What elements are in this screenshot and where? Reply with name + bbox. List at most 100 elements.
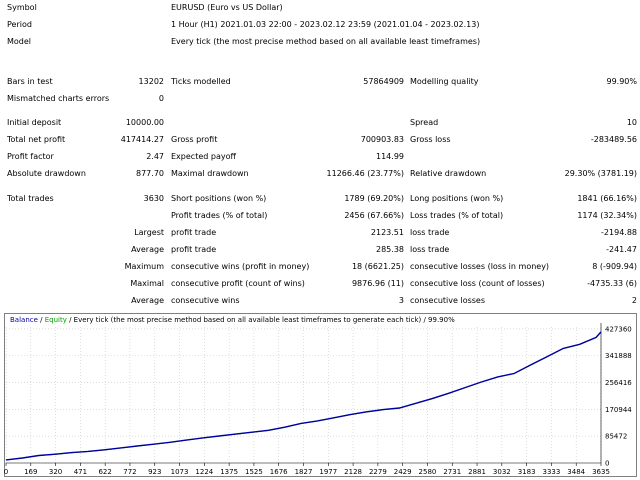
maxdd-label: Maximal drawdown (171, 169, 249, 178)
maximum-label: Maximum (124, 262, 164, 271)
netprofit-value: 417414.27 (120, 135, 164, 144)
avg-cl-label: consecutive losses (410, 296, 486, 305)
max-cw-label: consecutive wins (profit in money) (171, 262, 310, 271)
symbol-label: Symbol (7, 3, 37, 12)
mx-cp-label: consecutive profit (count of wins) (171, 279, 305, 288)
x-tick-label: 3484 (567, 468, 585, 476)
trades-label: Total trades (7, 194, 54, 203)
largest-label: Largest (134, 228, 164, 237)
payoff-value: 114.99 (376, 152, 404, 161)
ticks-label: Ticks modelled (171, 77, 231, 86)
x-tick-label: 3333 (543, 468, 561, 476)
model-value: Every tick (the most precise method base… (171, 37, 481, 46)
grossprofit-value: 700903.83 (360, 135, 404, 144)
largest-lt-value: -2194.88 (601, 228, 637, 237)
y-tick-label: 341888 (605, 352, 632, 360)
maxdd-value: 11266.46 (23.77%) (326, 169, 404, 178)
avg-cw-label: consecutive wins (171, 296, 240, 305)
bars-label: Bars in test (7, 77, 53, 86)
average-lt-value: -241.47 (606, 245, 637, 254)
short-value: 1789 (69.20%) (344, 194, 404, 203)
y-tick-label: 85472 (605, 433, 627, 441)
series-line-balance (5, 331, 602, 461)
grossloss-label: Gross loss (410, 135, 451, 144)
x-tick-label: 471 (74, 468, 87, 476)
average-label: Average (131, 245, 164, 254)
bars-value: 13202 (138, 77, 164, 86)
netprofit-label: Total net profit (7, 135, 66, 144)
max-cw-value: 18 (6621.25) (351, 262, 404, 271)
mx-cp-value: 9876.96 (11) (351, 279, 404, 288)
long-label: Long positions (won %) (410, 194, 504, 203)
average-pt-label: profit trade (171, 245, 217, 254)
mx-cl-value: -4735.33 (6) (587, 279, 637, 288)
reldd-value: 29.30% (3781.19) (564, 169, 637, 178)
average2-label: Average (131, 296, 164, 305)
mismatch-label: Mismatched charts errors (7, 94, 110, 103)
x-tick-label: 3183 (518, 468, 536, 476)
proftrades-value: 2456 (67.66%) (344, 211, 404, 220)
legend-sep: / (37, 316, 45, 324)
trades-value: 3630 (143, 194, 164, 203)
balance-chart: 0 169 320 471 622 772 923 1073 1224 1375 1525 1676 1… (4, 313, 637, 477)
ticks-value: 57864909 (363, 77, 404, 86)
grossloss-value: -283489.56 (590, 135, 637, 144)
absdd-value: 877.70 (136, 169, 164, 178)
x-tick-label: 1375 (220, 468, 238, 476)
largest-pt-label: profit trade (171, 228, 217, 237)
x-tick-label: 1977 (319, 468, 337, 476)
profitfactor-value: 2.47 (146, 152, 164, 161)
x-tick-label: 2881 (468, 468, 486, 476)
period-label: Period (7, 20, 32, 29)
model-label: Model (7, 37, 32, 46)
x-tick-label: 169 (24, 468, 37, 476)
chart-legend: Balance / Equity / Every tick (the most … (10, 316, 455, 325)
max-cl-label: consecutive losses (loss in money) (410, 262, 550, 271)
x-tick-label: 1827 (295, 468, 313, 476)
reldd-label: Relative drawdown (410, 169, 487, 178)
avg-cw-value: 3 (398, 296, 404, 305)
legend-rest: / Every tick (the most precise method ba… (66, 316, 455, 324)
chart-frame (4, 313, 637, 477)
maximal-label: Maximal (130, 279, 164, 288)
losstrades-label: Loss trades (% of total) (410, 211, 504, 220)
x-tick-label: 3032 (493, 468, 511, 476)
x-tick-label: 1224 (195, 468, 213, 476)
mismatch-value: 0 (158, 94, 164, 103)
grossprofit-label: Gross profit (171, 135, 218, 144)
y-tick-label: 170944 (605, 406, 632, 414)
x-tick-label: 1525 (245, 468, 263, 476)
average-lt-label: loss trade (410, 245, 450, 254)
legend-equity: Equity (44, 316, 67, 324)
legend-balance: Balance (10, 316, 38, 324)
symbol-value: EURUSD (Euro vs US Dollar) (171, 3, 283, 12)
x-tick-label: 923 (148, 468, 161, 476)
largest-pt-value: 2123.51 (370, 228, 404, 237)
x-tick-label: 2429 (394, 468, 412, 476)
long-value: 1841 (66.16%) (577, 194, 637, 203)
deposit-label: Initial deposit (7, 118, 62, 127)
spread-label: Spread (410, 118, 439, 127)
average-pt-value: 285.38 (376, 245, 404, 254)
y-tick-label: 256416 (605, 379, 632, 387)
losstrades-value: 1174 (32.34%) (577, 211, 637, 220)
quality-value: 99.90% (606, 77, 637, 86)
y-tick-label: 0 (605, 460, 609, 468)
spread-value: 10 (626, 118, 637, 127)
x-tick-label: 772 (123, 468, 136, 476)
payoff-label: Expected payoff (171, 152, 236, 161)
x-tick-label: 2128 (344, 468, 362, 476)
x-tick-label: 0 (4, 468, 8, 476)
deposit-value: 10000.00 (125, 118, 164, 127)
mx-cl-label: consecutive loss (count of losses) (410, 279, 545, 288)
avg-cl-value: 2 (631, 296, 637, 305)
proftrades-label: Profit trades (% of total) (171, 211, 268, 220)
balance-chart-svg: 0 169 320 471 622 772 923 1073 1224 1375 1525 1676 1… (4, 313, 637, 477)
profitfactor-label: Profit factor (7, 152, 54, 161)
x-tick-label: 1676 (270, 468, 288, 476)
x-tick-label: 2731 (443, 468, 461, 476)
max-cl-value: 8 (-909.94) (592, 262, 637, 271)
x-tick-label: 320 (49, 468, 62, 476)
short-label: Short positions (won %) (171, 194, 267, 203)
absdd-label: Absolute drawdown (7, 169, 86, 178)
